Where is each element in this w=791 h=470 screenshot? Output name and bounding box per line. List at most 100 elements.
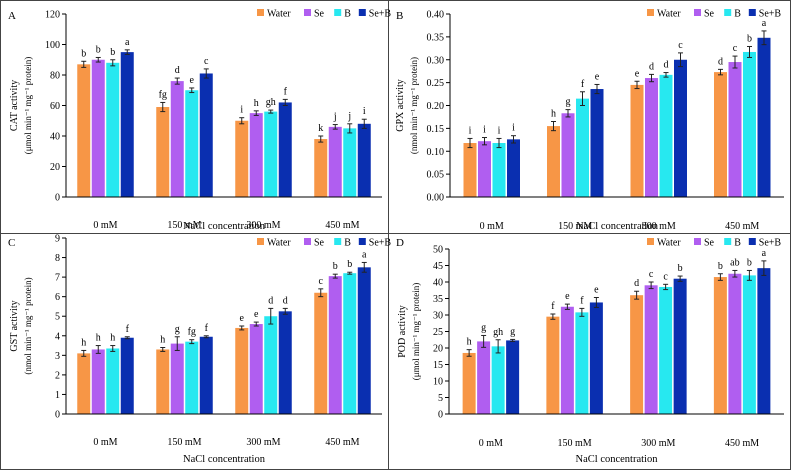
significance-letter: g bbox=[175, 324, 180, 335]
significance-letter-bg bbox=[727, 257, 742, 267]
panel-d-chart: D POD activity (μmol min⁻¹ mg⁻¹ protein) 0 5… bbox=[396, 237, 784, 465]
bar-b bbox=[659, 286, 673, 414]
x-tick-label: 0 mM bbox=[93, 437, 117, 448]
y-tick-label: 0.10 bbox=[427, 147, 445, 158]
significance-letter-bg bbox=[123, 323, 132, 333]
legend-label-se-b: Se+B bbox=[759, 238, 782, 249]
y-tick-label: 120 bbox=[45, 10, 60, 21]
bar-water bbox=[714, 72, 727, 197]
bar-se-b bbox=[673, 278, 687, 414]
y-tick-label: 0.15 bbox=[427, 124, 445, 135]
significance-letter-bg bbox=[360, 249, 369, 259]
significance-letter-bg bbox=[108, 332, 117, 342]
significance-letter-bg bbox=[508, 326, 517, 336]
significance-letter: e bbox=[254, 309, 259, 320]
x-tick-label: 450 mM bbox=[325, 220, 359, 231]
legend-swatch-b bbox=[334, 9, 342, 16]
significance-letter: e bbox=[240, 313, 245, 324]
legend-label-b: B bbox=[344, 238, 351, 249]
significance-letter: g bbox=[481, 322, 486, 333]
significance-letter-bg bbox=[548, 301, 557, 311]
y-tick-label: 0.30 bbox=[427, 55, 445, 66]
panel-a-chart: A CAT activity (μmol min⁻¹ mg⁻¹ protein) 0 2… bbox=[8, 9, 391, 233]
legend-label-se: Se bbox=[704, 238, 715, 249]
x-tick-label: 450 mM bbox=[725, 221, 759, 232]
significance-letter-bg bbox=[94, 332, 103, 342]
significance-letter: g bbox=[566, 97, 571, 108]
x-tick-label: 150 mM bbox=[558, 221, 592, 232]
significance-letter-bg bbox=[495, 125, 503, 135]
y-axis-title: POD activity bbox=[397, 305, 408, 358]
significance-letter-bg bbox=[633, 68, 641, 78]
significance-letter: f bbox=[205, 323, 209, 334]
significance-letter: k bbox=[318, 123, 323, 134]
significance-letter: ab bbox=[730, 257, 739, 268]
bar-se bbox=[249, 113, 263, 197]
significance-letter-bg bbox=[716, 56, 725, 66]
bar-se bbox=[644, 285, 658, 414]
significance-letter-bg bbox=[731, 43, 739, 53]
bar-se-b bbox=[757, 37, 771, 197]
significance-letter: gh bbox=[266, 97, 276, 108]
legend-label-se-b: Se+B bbox=[369, 238, 392, 249]
bar-se-b bbox=[674, 59, 687, 197]
significance-letter: a bbox=[762, 18, 767, 29]
y-tick-label: 9 bbox=[55, 234, 60, 245]
legend-swatch-se bbox=[304, 9, 311, 16]
significance-letter: i bbox=[469, 125, 472, 136]
bar-water bbox=[314, 292, 328, 414]
significance-letter-bg bbox=[158, 334, 167, 344]
panel-b-chart: B GPX activity (nmol min⁻¹ mg⁻¹ protein) 0.… bbox=[395, 9, 784, 232]
significance-letter-bg bbox=[480, 124, 489, 134]
legend-swatch-water bbox=[647, 9, 654, 16]
y-tick-label: 40 bbox=[433, 278, 443, 289]
bar-water bbox=[463, 143, 477, 197]
y-tick-label: 0.40 bbox=[427, 10, 445, 21]
bar-se bbox=[91, 59, 105, 197]
bar-water bbox=[77, 64, 91, 197]
bar-b bbox=[576, 98, 589, 197]
x-axis-title: NaCl concentration bbox=[183, 221, 266, 232]
panel-c-chart: C GST activity (nmol min⁻¹ mg⁻¹ protein) 0 1… bbox=[8, 234, 391, 466]
legend-swatch-se bbox=[694, 238, 701, 245]
bar-se-b bbox=[589, 302, 603, 414]
bar-se bbox=[645, 78, 658, 197]
y-tick-label: 45 bbox=[433, 261, 443, 272]
significance-letter-bg bbox=[316, 275, 325, 285]
significance-letter: h bbox=[160, 335, 165, 346]
y-tick-label: 60 bbox=[50, 101, 60, 112]
y-tick-label: 100 bbox=[45, 40, 60, 51]
legend-swatch-se-b bbox=[748, 9, 756, 16]
significance-letter-bg bbox=[237, 313, 246, 322]
x-tick-label: 450 mM bbox=[725, 438, 759, 449]
legend-swatch-water bbox=[647, 238, 654, 245]
significance-letter-bg bbox=[360, 106, 369, 116]
bar-water bbox=[235, 120, 249, 197]
y-tick-label: 0.00 bbox=[427, 193, 445, 204]
significance-letter-bg bbox=[237, 104, 246, 114]
significance-letter: b bbox=[110, 47, 115, 58]
bar-se bbox=[170, 343, 184, 414]
significance-letter-bg bbox=[647, 61, 656, 71]
significance-letter-bg bbox=[509, 122, 518, 132]
bar-se bbox=[91, 349, 105, 414]
x-tick-label: 300 mM bbox=[642, 221, 676, 232]
x-axis-title: NaCl concentration bbox=[576, 221, 659, 232]
significance-letter-bg bbox=[745, 33, 754, 43]
significance-letter: d bbox=[664, 60, 669, 71]
bar-b bbox=[343, 128, 357, 197]
significance-letter-bg bbox=[632, 278, 641, 288]
bar-b bbox=[742, 275, 756, 414]
significance-letter-bg bbox=[316, 123, 325, 132]
x-tick-label: 150 mM bbox=[167, 437, 201, 448]
y-tick-label: 35 bbox=[433, 294, 443, 305]
significance-letter-bg bbox=[173, 65, 182, 75]
significance-letter-bg bbox=[202, 322, 211, 332]
bar-water bbox=[156, 349, 170, 414]
y-tick-label: 50 bbox=[433, 245, 443, 256]
x-tick-label: 150 mM bbox=[167, 220, 201, 231]
y-tick-label: 6 bbox=[55, 292, 60, 303]
legend-swatch-b bbox=[724, 9, 732, 16]
significance-letter-bg bbox=[465, 336, 474, 346]
y-axis-title: GPX activity bbox=[395, 79, 406, 132]
